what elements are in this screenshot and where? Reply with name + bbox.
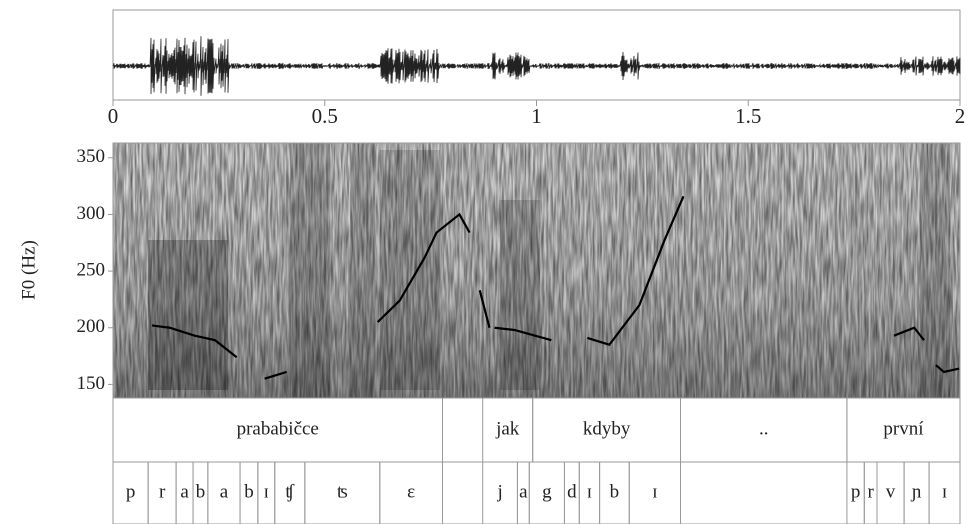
y-tick-label: 200 [77,316,106,337]
word-label: prababičce [237,418,319,439]
waveform [112,36,961,96]
x-tick-label: 0 [108,104,119,128]
spectrogram-energy [290,143,330,398]
phone-label: a [220,481,229,502]
x-tick-label: 1 [531,104,542,128]
spectrogram [113,143,960,398]
f0-contour [494,326,552,342]
phone-label: ɪ [264,481,269,502]
y-tick-label: 250 [77,259,106,280]
f0-contour [376,212,471,323]
phone-label: v [886,481,896,502]
spectrogram-shade [113,143,960,398]
word-label: .. [759,418,769,439]
y-tick-label: 350 [77,146,106,167]
f0-contour [586,195,685,347]
word-label: kdyby [583,418,631,439]
spectrogram-energy [380,150,440,390]
phone-label: b [196,481,206,502]
waveform-frame [112,9,961,101]
word-label: první [883,418,924,439]
y-tick-label: 300 [77,203,106,224]
phone-label: ʧ [285,481,295,502]
phone-label: a [180,481,189,502]
f0-contour [264,370,287,380]
y-tick-label: 150 [77,373,106,394]
x-tick-label: 0.5 [312,104,338,128]
spectrogram-energy [350,143,375,398]
phone-label: ɪ [942,481,947,502]
phone-label: b [244,481,254,502]
f0-contour [935,364,960,374]
phone-label: ɪ [652,481,657,502]
phone-label: a [519,481,528,502]
f0-contour [478,290,491,329]
x-tick-label: 1.5 [735,104,761,128]
phone-label: g [542,481,552,502]
phone-label: b [610,481,620,502]
f0-contour [893,326,925,341]
spectrogram-energy [500,200,540,390]
phone-label: ɛ [407,481,415,502]
word-label: jak [495,418,520,439]
phone-label: ɪ [587,481,592,502]
phone-label: p [851,481,861,502]
waveform-trace [112,36,961,96]
phone-label: j [496,481,502,502]
phone-label: ʦ [337,481,348,502]
spectrogram-energy [148,240,228,390]
x-tick-label: 2 [955,104,966,128]
phone-label: r [159,481,166,502]
phone-label: r [867,481,874,502]
f0-contour [151,324,238,359]
spectrogram-energy [920,143,950,398]
phone-label: ɲ [910,481,922,502]
phone-label: p [126,481,136,502]
y-axis-label: F0 (Hz) [18,240,39,300]
phone-label: d [567,481,577,502]
